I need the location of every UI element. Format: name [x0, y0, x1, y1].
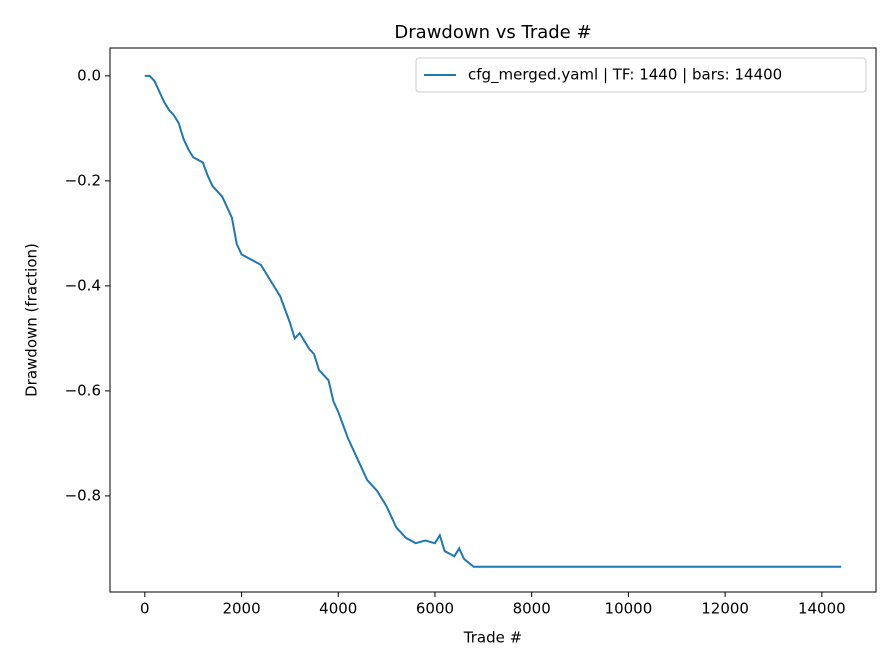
x-axis-label: Trade # — [463, 629, 522, 647]
x-tick-label: 8000 — [513, 600, 551, 618]
x-tick-label: 12000 — [701, 600, 749, 618]
x-tick-label: 14000 — [798, 600, 846, 618]
y-axis-label: Drawdown (fraction) — [23, 243, 41, 397]
x-tick-label: 6000 — [416, 600, 454, 618]
legend-label: cfg_merged.yaml | TF: 1440 | bars: 14400 — [468, 66, 782, 85]
chart-title: Drawdown vs Trade # — [394, 22, 591, 43]
x-tick-label: 0 — [140, 600, 150, 618]
y-tick-label: −0.8 — [65, 486, 101, 504]
y-tick-label: −0.4 — [65, 276, 101, 294]
y-tick-label: −0.6 — [65, 381, 101, 399]
y-tick-label: 0.0 — [77, 66, 101, 84]
x-tick-label: 10000 — [605, 600, 653, 618]
line-series — [144, 74, 842, 568]
legend-box — [415, 57, 867, 93]
plot-frame — [109, 47, 877, 593]
x-tick-label: 4000 — [319, 600, 357, 618]
x-tick-label: 2000 — [222, 600, 260, 618]
y-tick-label: −0.2 — [65, 171, 101, 189]
